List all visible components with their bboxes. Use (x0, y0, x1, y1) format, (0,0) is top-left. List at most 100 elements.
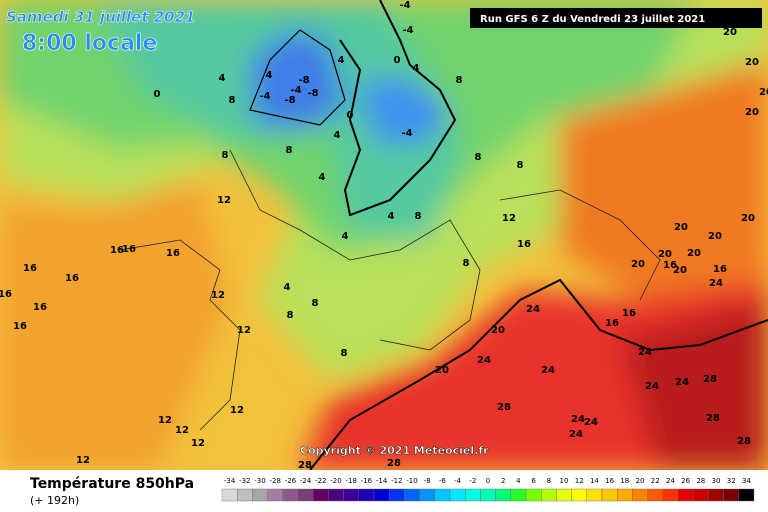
contour-label: 16 (33, 302, 47, 313)
scale-label: 14 (590, 477, 599, 485)
scale-label: -20 (330, 477, 341, 485)
scale-swatch (586, 488, 603, 502)
scale-swatch (525, 488, 542, 502)
contour-label: 24 (675, 377, 689, 388)
scale-swatch (662, 488, 679, 502)
lead-time: (+ 192h) (30, 494, 79, 507)
contour-label: 20 (745, 57, 759, 68)
contour-label: 8 (517, 160, 524, 171)
scale-label: -10 (406, 477, 417, 485)
contour-label: 16 (622, 308, 636, 319)
contour-label: -4 (290, 85, 301, 96)
contour-label: 24 (638, 347, 652, 358)
contour-label: -4 (399, 0, 410, 11)
contour-label: 8 (341, 348, 348, 359)
run-box (470, 8, 762, 28)
contour-label: 20 (673, 265, 687, 276)
contour-label: 28 (298, 460, 312, 471)
scale-label: 20 (636, 477, 645, 485)
contour-label: 28 (737, 436, 751, 447)
contour-label: 20 (745, 107, 759, 118)
contour-label: 16 (166, 248, 180, 259)
scale-label: -34 (224, 477, 236, 485)
contour-label: 4 (342, 231, 349, 242)
contour-label: 12 (175, 425, 189, 436)
scale-swatch (252, 488, 268, 502)
scale-swatch (419, 488, 436, 502)
contour-label: 20 (631, 259, 645, 270)
scale-swatch (297, 488, 314, 502)
contour-label: 8 (222, 150, 229, 161)
contour-label: 12 (76, 455, 90, 466)
scale-swatch (373, 488, 390, 502)
scale-label: 30 (712, 477, 721, 485)
color-scale: -34 -32 -30 -28 -26 -24 -22 -20 -18 -16 -14 -12 -10-… (221, 477, 755, 502)
contour-label: 20 (674, 222, 688, 233)
scale-label: -30 (254, 477, 265, 485)
forecast-date: Samedi 31 juillet 2021 (6, 8, 196, 26)
scale-swatch (571, 488, 587, 502)
contour-label: 20 (491, 325, 505, 336)
scale-label: -24 (300, 477, 312, 485)
scale-swatch (495, 488, 512, 502)
contour-label: 24 (709, 278, 723, 289)
forecast-time: 8:00 locale (22, 31, 157, 56)
field-title: Température 850hPa (30, 476, 194, 492)
scale-label: 34 (742, 477, 751, 485)
contour-label: 8 (229, 95, 236, 106)
scale-swatch (449, 488, 466, 502)
contour-label: 12 (158, 415, 172, 426)
contour-label: 12 (211, 290, 225, 301)
scale-swatch (677, 488, 694, 502)
contour-label: 16 (110, 245, 124, 256)
scale-swatch (601, 488, 618, 502)
scale-swatch (556, 488, 572, 502)
contour-label: 12 (217, 195, 231, 206)
scale-label: -12 (391, 477, 402, 485)
scale-label: -22 (315, 477, 326, 485)
copyright: Copyright © 2021 Meteociel.fr (300, 444, 489, 457)
contour-label: 20 (708, 231, 722, 242)
contour-label: 4 (284, 282, 291, 293)
scale-label: 0 (486, 477, 490, 485)
scale-swatch (358, 488, 375, 502)
contour-label: -4 (401, 128, 412, 139)
contour-label: 16 (122, 244, 136, 255)
contour-label: 28 (387, 458, 401, 469)
contour-label: 24 (584, 417, 598, 428)
contour-label: 8 (286, 145, 293, 156)
contour-label: -8 (284, 95, 295, 106)
contour-label: 8 (463, 258, 470, 269)
contour-label: 24 (645, 381, 659, 392)
scale-swatch (693, 488, 709, 502)
scale-swatch (267, 488, 284, 502)
scale-label: 6 (531, 477, 536, 485)
scale-swatch (723, 488, 739, 502)
contour-label: 16 (13, 321, 27, 332)
contour-label: 16 (517, 239, 531, 250)
contour-label: 20 (658, 249, 672, 260)
scale-label: 16 (605, 477, 614, 485)
scale-swatch (480, 488, 496, 502)
scale-swatch (313, 488, 329, 502)
contour-label: 24 (526, 304, 540, 315)
contour-label: 4 (219, 73, 226, 84)
contour-label: 4 (266, 70, 273, 81)
scale-label: 4 (516, 477, 521, 485)
scale-label: -8 (424, 477, 431, 485)
contour-label: 24 (477, 355, 491, 366)
contour-label: 16 (663, 260, 677, 271)
scale-swatch (434, 488, 451, 502)
contour-label: -4 (402, 25, 413, 36)
scale-label: 22 (651, 477, 660, 485)
contour-label: 8 (456, 75, 463, 86)
contour-label: 4 (388, 211, 395, 222)
contour-label: 4 (413, 63, 420, 74)
contour-label: 16 (23, 263, 37, 274)
scale-label: -18 (345, 477, 356, 485)
scale-label: -28 (269, 477, 280, 485)
contour-label: 12 (230, 405, 244, 416)
scale-label: -6 (439, 477, 447, 485)
contour-label: 24 (569, 429, 583, 440)
